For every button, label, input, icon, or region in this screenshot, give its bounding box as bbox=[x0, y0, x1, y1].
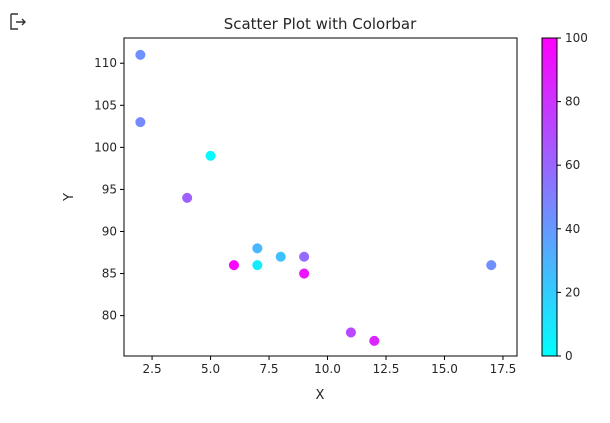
x-tick-label: 5.0 bbox=[201, 362, 220, 376]
scatter-point bbox=[299, 251, 310, 262]
output-arrow-icon bbox=[10, 13, 26, 30]
x-tick-label: 17.5 bbox=[490, 362, 517, 376]
y-tick-label: 90 bbox=[102, 224, 117, 238]
colorbar-tick-label: 60 bbox=[565, 158, 580, 172]
y-tick-label: 80 bbox=[102, 309, 117, 323]
scatter-point bbox=[345, 327, 356, 338]
y-tick-label: 105 bbox=[94, 98, 117, 112]
colorbar-tick-label: 100 bbox=[565, 31, 588, 45]
y-axis-label: Y bbox=[62, 193, 77, 202]
scatter-point bbox=[486, 260, 497, 271]
chart-title: Scatter Plot with Colorbar bbox=[224, 15, 417, 33]
colorbar-tick-label: 40 bbox=[565, 222, 580, 236]
scatter-point bbox=[135, 117, 146, 128]
scatter-point bbox=[205, 150, 216, 161]
y-tick-label: 100 bbox=[94, 140, 117, 154]
scatter-point bbox=[299, 268, 310, 279]
scatter-point bbox=[252, 243, 263, 254]
x-axis-label: X bbox=[316, 388, 325, 403]
colorbar-tick-label: 20 bbox=[565, 285, 580, 299]
scatter-point bbox=[369, 335, 380, 346]
scatter-point bbox=[252, 260, 263, 271]
scatter-point bbox=[275, 251, 286, 262]
scatter-point bbox=[135, 49, 146, 60]
x-tick-label: 2.5 bbox=[143, 362, 162, 376]
y-tick-label: 85 bbox=[102, 267, 117, 281]
scatter-point bbox=[182, 192, 193, 203]
colorbar bbox=[541, 37, 558, 357]
colorbar-tick-label: 80 bbox=[565, 95, 580, 109]
x-tick-label: 15.0 bbox=[431, 362, 458, 376]
x-tick-label: 10.0 bbox=[314, 362, 341, 376]
colorbar-tick-label: 0 bbox=[565, 349, 573, 363]
y-tick-label: 110 bbox=[94, 56, 117, 70]
y-tick-label: 95 bbox=[102, 182, 117, 196]
scatter-point bbox=[228, 260, 239, 271]
plot-frame bbox=[123, 37, 518, 357]
x-tick-label: 7.5 bbox=[259, 362, 278, 376]
x-tick-label: 12.5 bbox=[373, 362, 400, 376]
